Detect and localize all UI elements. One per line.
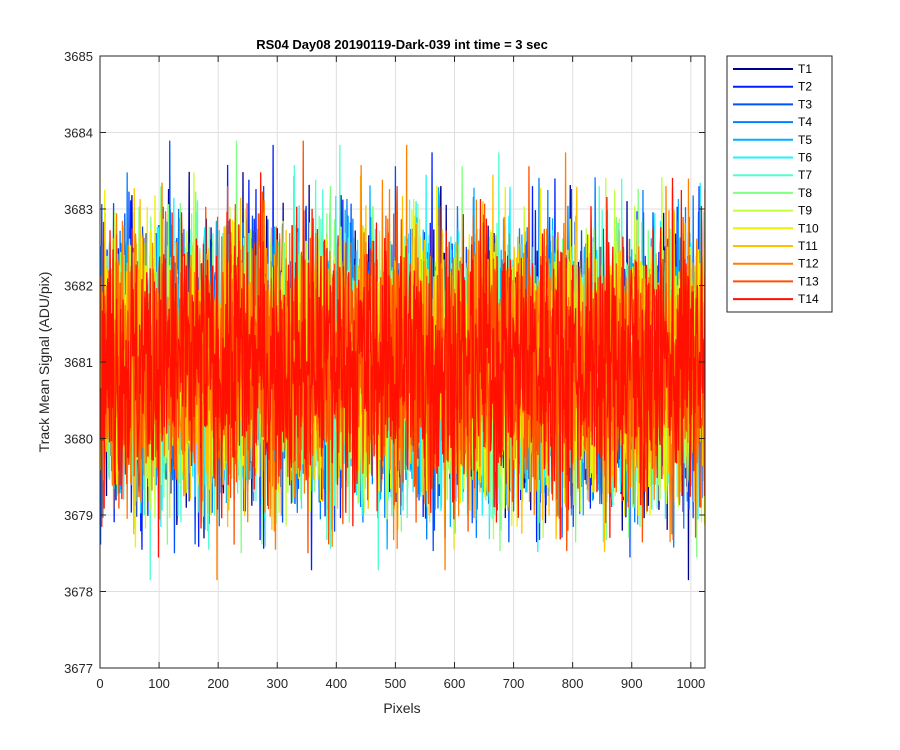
legend: T1 T2 T3 T4 T5 T6 T7 T8 T9 T10 T11 T12 T13 T14 — [726, 55, 833, 313]
series-line-T14 — [100, 172, 705, 558]
legend-label-T4: T4 — [798, 115, 812, 129]
legend-label-T1: T1 — [798, 62, 812, 76]
x-tick-label: 800 — [562, 676, 584, 691]
y-tick-label: 3684 — [64, 126, 93, 141]
legend-label-T13: T13 — [798, 274, 819, 288]
y-tick-label: 3682 — [64, 279, 93, 294]
legend-label-T2: T2 — [798, 80, 812, 94]
y-tick-label: 3680 — [64, 432, 93, 447]
legend-label-T3: T3 — [798, 97, 812, 111]
x-tick-label: 0 — [96, 676, 103, 691]
x-tick-label: 300 — [266, 676, 288, 691]
legend-label-T11: T11 — [798, 239, 818, 253]
x-tick-label: 1000 — [676, 676, 705, 691]
legend-label-T6: T6 — [798, 151, 812, 165]
chart-title: RS04 Day08 20190119-Dark-039 int time = … — [256, 37, 548, 52]
x-tick-label: 500 — [385, 676, 407, 691]
x-tick-label: 700 — [503, 676, 525, 691]
y-tick-label: 3677 — [64, 661, 93, 676]
legend-box — [726, 55, 833, 313]
legend-label-T10: T10 — [798, 221, 819, 235]
y-tick-label: 3683 — [64, 202, 93, 217]
legend-label-T8: T8 — [798, 186, 812, 200]
x-tick-label: 200 — [207, 676, 229, 691]
x-tick-label: 600 — [444, 676, 466, 691]
legend-label-T7: T7 — [798, 168, 812, 182]
x-tick-label: 100 — [148, 676, 170, 691]
x-tick-label: 400 — [325, 676, 347, 691]
legend-label-T9: T9 — [798, 204, 812, 218]
legend-label-T12: T12 — [798, 257, 819, 271]
y-tick-label: 3681 — [64, 355, 93, 370]
y-tick-label: 3679 — [64, 508, 93, 523]
y-tick-label: 3685 — [64, 49, 93, 64]
x-axis-label: Pixels — [383, 700, 420, 716]
legend-label-T5: T5 — [798, 133, 812, 147]
y-tick-label: 3678 — [64, 585, 93, 600]
legend-label-T14: T14 — [798, 292, 819, 306]
x-axis: 0 100 200 300 400 500 600 700 800 900 1000 — [96, 56, 705, 691]
y-axis: 3677 3678 3679 3680 3681 3682 3683 3684 3685 — [64, 49, 705, 676]
series-group — [100, 140, 705, 581]
x-tick-label: 900 — [621, 676, 643, 691]
y-axis-label: Track Mean Signal (ADU/pix) — [36, 272, 52, 453]
plot-area — [99, 55, 706, 669]
